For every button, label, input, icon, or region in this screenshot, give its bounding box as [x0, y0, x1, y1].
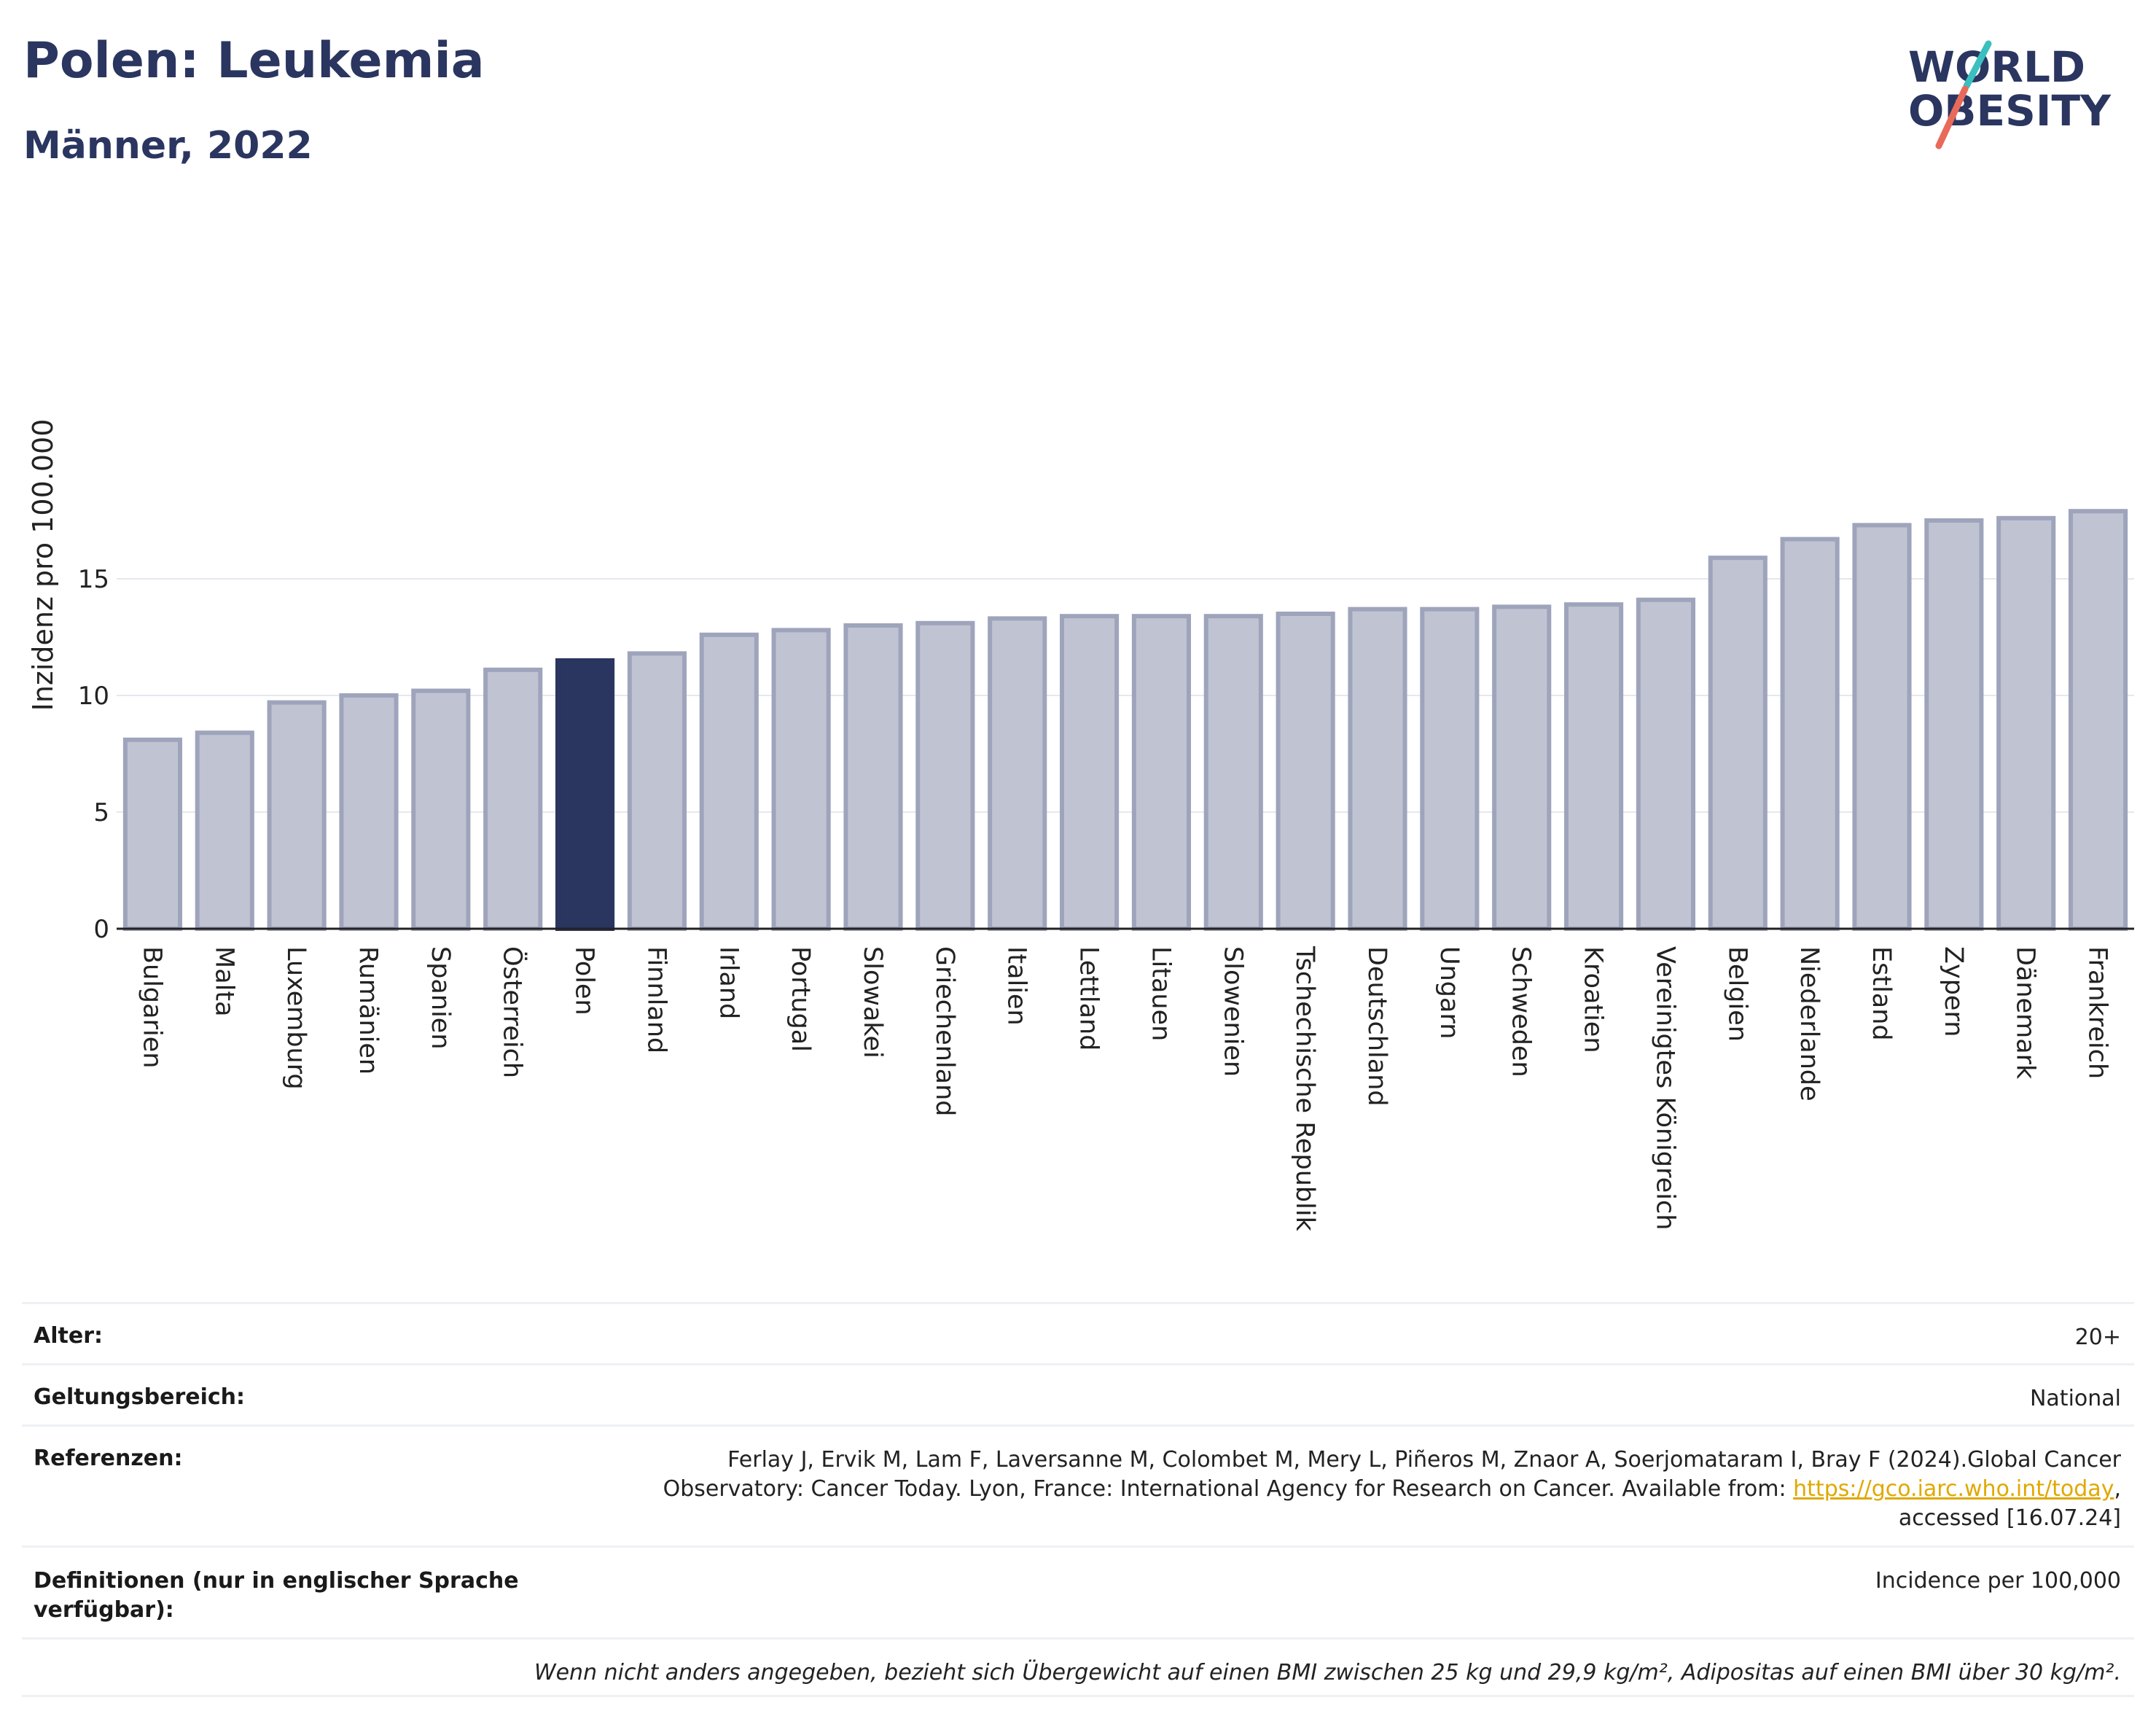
references-value: Ferlay J, Ervik M, Lam F, Laversanne M, …	[663, 1446, 2121, 1545]
bar-slowenien	[1203, 614, 1263, 931]
y-tick-label: 10	[78, 682, 109, 711]
y-tick-label: 0	[93, 915, 109, 944]
info-row-age: Alter: 20+	[22, 1302, 2134, 1363]
info-row-references: Referenzen: Ferlay J, Ervik M, Lam F, La…	[22, 1424, 2134, 1545]
bar-lettland	[1060, 614, 1120, 931]
x-tick-label: Slowenien	[1218, 946, 1247, 1077]
scope-label: Geltungsbereich:	[34, 1384, 246, 1410]
y-tick-labels: 0 5 10 15	[78, 565, 109, 944]
x-tick-label: Ungarn	[1434, 946, 1464, 1039]
x-tick-label: Litauen	[1146, 946, 1175, 1041]
logo-line-obesity: OBESITY	[1908, 86, 2112, 136]
x-tick-label: Griechenland	[930, 946, 959, 1116]
x-tick-label: Deutschland	[1362, 946, 1391, 1107]
x-tick-label: Schweden	[1507, 946, 1536, 1077]
x-tick-label: Lettland	[1074, 946, 1104, 1050]
age-label: Alter:	[34, 1323, 103, 1349]
definitions-label: Definitionen (nur in englischer Sprache …	[34, 1567, 519, 1637]
x-tick-label: Malta	[209, 946, 238, 1017]
bar-chart: Bulgarien Malta Luxemburg Rumänien Spanien Ös…	[27, 419, 2134, 1232]
bar-finnland	[627, 651, 687, 932]
bar-deutschland	[1348, 607, 1407, 931]
definitions-value: Incidence per 100,000	[1875, 1568, 2121, 1594]
x-tick-label: Italien	[1002, 946, 1031, 1026]
x-tick-label: Irland	[714, 946, 743, 1019]
bmi-note: Wenn nicht anders angegeben, bezieht sic…	[534, 1660, 2121, 1685]
bar-irland	[699, 632, 759, 931]
x-tick-label: Vereinigtes Königreich	[1650, 946, 1679, 1230]
reference-line-1: Ferlay J, Ervik M, Lam F, Laversanne M, …	[727, 1447, 2121, 1473]
y-axis-label: Inzidenz pro 100.000	[27, 419, 59, 711]
bar-frankreich	[2069, 509, 2128, 931]
x-tick-label: Niederlande	[1794, 946, 1824, 1102]
bar-estland	[1852, 523, 1912, 931]
logo-line-world: WORLD	[1908, 42, 2085, 92]
bar-österreich	[483, 667, 543, 931]
bar-belgien	[1708, 555, 1768, 931]
x-tick-label: Rumänien	[354, 946, 383, 1075]
bar-rumänien	[339, 693, 399, 931]
bar-portugal	[771, 628, 831, 932]
bar-ungarn	[1420, 607, 1480, 931]
x-tick-label: Polen	[570, 946, 599, 1015]
definitions-label-line-1: Definitionen (nur in englischer Sprache	[34, 1568, 519, 1594]
x-tick-label: Spanien	[426, 946, 455, 1050]
bar-bulgarien	[122, 737, 182, 931]
x-tick-label: Bulgarien	[137, 946, 166, 1068]
x-tick-label: Belgien	[1722, 946, 1751, 1042]
bar-vereinigtes-königreich	[1636, 597, 1695, 931]
bar-tschechische-republik	[1276, 612, 1335, 931]
info-row-note: Wenn nicht anders angegeben, bezieht sic…	[22, 1637, 2134, 1697]
bar-niederlande	[1780, 537, 1840, 931]
bar-kroatien	[1564, 602, 1624, 931]
scope-value: National	[2029, 1386, 2121, 1411]
references-label: Referenzen:	[34, 1446, 183, 1471]
bar-litauen	[1131, 614, 1191, 931]
bar-schweden	[1492, 604, 1552, 932]
x-tick-label: Slowakei	[858, 946, 887, 1058]
info-table: Alter: 20+ Geltungsbereich: National Ref…	[22, 1302, 2134, 1697]
bar-polen	[555, 658, 615, 931]
y-tick-label: 5	[93, 798, 109, 827]
x-tick-label: Kroatien	[1579, 946, 1608, 1053]
info-row-definitions: Definitionen (nur in englischer Sprache …	[22, 1545, 2134, 1637]
bar-zypern	[1924, 518, 1984, 931]
reference-line-2: Observatory: Cancer Today. Lyon, France:…	[663, 1476, 1794, 1502]
x-tick-label: Tschechische Republik	[1290, 946, 1319, 1232]
logo-slash-red	[1935, 85, 1969, 149]
x-tick-label: Estland	[1867, 946, 1896, 1041]
info-row-scope: Geltungsbereich: National	[22, 1363, 2134, 1424]
x-tick-label: Österreich	[498, 946, 528, 1078]
x-tick-label: Frankreich	[2083, 946, 2112, 1079]
age-value: 20+	[2074, 1325, 2121, 1350]
bar-slowakei	[843, 623, 903, 931]
bar-luxemburg	[267, 700, 327, 931]
reference-link[interactable]: https://gco.iarc.who.int/today	[1793, 1476, 2114, 1502]
chart-title: Polen: Leukemia	[23, 32, 485, 90]
x-tick-labels: Bulgarien Malta Luxemburg Rumänien Spanien Ös…	[137, 946, 2112, 1232]
x-tick-label: Portugal	[786, 946, 815, 1052]
world-obesity-logo: WORLD OBESITY	[1908, 40, 2112, 149]
bar-dänemark	[1996, 515, 2056, 931]
x-tick-label: Finnland	[641, 946, 671, 1053]
chart-subtitle: Männer, 2022	[23, 124, 313, 168]
bars	[122, 509, 2128, 932]
x-tick-label: Dänemark	[2011, 946, 2040, 1080]
y-tick-label: 15	[78, 565, 109, 594]
reference-line-3: accessed [16.07.24]	[1898, 1505, 2121, 1531]
x-tick-label: Luxemburg	[281, 946, 310, 1090]
definitions-label-line-2: verfügbar):	[34, 1597, 174, 1623]
bar-griechenland	[915, 620, 975, 931]
bar-spanien	[411, 688, 471, 931]
bar-italien	[988, 616, 1047, 932]
bar-malta	[195, 730, 254, 931]
logo-slash-teal	[1963, 40, 1992, 90]
reference-line-2-end: ,	[2114, 1476, 2121, 1502]
x-tick-label: Zypern	[1939, 946, 1968, 1037]
